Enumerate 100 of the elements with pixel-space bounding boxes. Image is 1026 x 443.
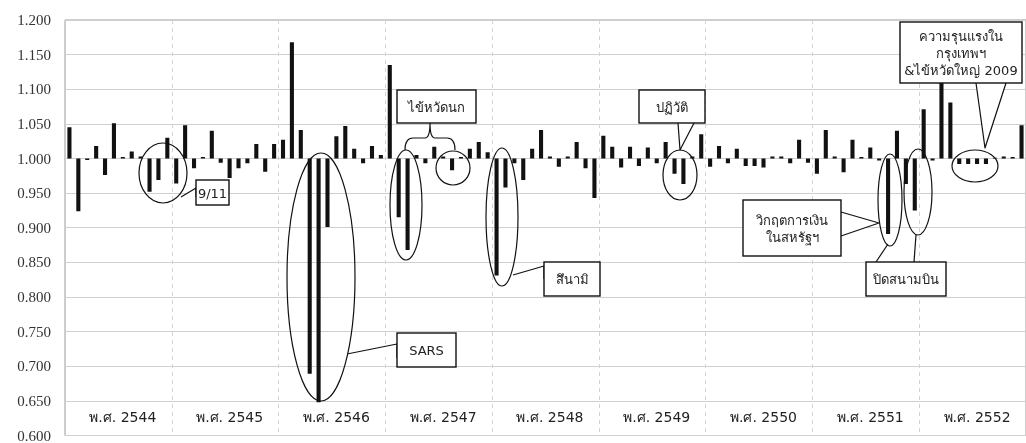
bar <box>352 148 357 159</box>
x-tick-label: พ.ศ. 2549 <box>623 408 691 425</box>
bar <box>779 156 784 159</box>
bar <box>334 136 339 159</box>
bar <box>565 156 570 159</box>
bar <box>129 151 134 159</box>
bar <box>183 125 188 159</box>
bar <box>797 139 802 159</box>
bar <box>574 141 579 159</box>
bar <box>912 158 917 211</box>
bar <box>485 152 490 159</box>
bar <box>236 158 241 169</box>
bar <box>761 158 766 168</box>
bar <box>752 158 757 167</box>
annotation: 9/11 <box>197 185 228 200</box>
bar <box>432 146 437 159</box>
bar <box>939 82 944 159</box>
bar <box>67 127 72 159</box>
bar <box>378 155 383 159</box>
bar <box>396 158 401 218</box>
bar <box>619 158 624 168</box>
y-tick-label: 1.200 <box>17 12 51 28</box>
annotation: สึนามิ <box>555 271 589 287</box>
bar <box>886 158 891 234</box>
bar <box>681 158 686 185</box>
bar <box>1001 156 1006 159</box>
bar <box>405 158 410 250</box>
bar <box>539 130 544 159</box>
y-tick-label: 0.600 <box>17 427 51 443</box>
bar <box>868 147 873 159</box>
bar <box>805 158 811 163</box>
bar <box>636 158 641 167</box>
bar <box>441 156 446 159</box>
x-tick-label: พ.ศ. 2545 <box>196 408 264 425</box>
bar <box>272 143 277 159</box>
annotation: ปฏิวัติ <box>656 99 688 114</box>
annotation: ไข้หวัดนก <box>407 99 465 114</box>
y-tick-label: 0.650 <box>17 392 51 409</box>
x-tick-label: พ.ศ. 2548 <box>516 408 584 425</box>
bar <box>263 158 268 172</box>
bar <box>583 158 588 169</box>
bar <box>823 130 828 159</box>
bar <box>191 158 197 169</box>
bar <box>530 148 535 159</box>
bar <box>147 158 152 192</box>
bar <box>672 158 677 174</box>
y-tick-label: 0.750 <box>17 323 51 340</box>
bar <box>556 158 561 167</box>
bar <box>663 141 668 159</box>
bar <box>627 146 633 159</box>
bar <box>174 158 179 184</box>
bar <box>316 158 321 403</box>
y-tick-label: 1.100 <box>17 81 51 98</box>
bar <box>76 158 81 212</box>
bar <box>307 158 312 374</box>
bar <box>521 158 526 180</box>
x-tick-label: พ.ศ. 2550 <box>730 408 797 425</box>
bar <box>165 137 170 159</box>
bar <box>814 158 819 174</box>
bar <box>948 102 953 159</box>
x-tick-label: พ.ศ. 2551 <box>836 408 904 425</box>
y-tick-label: 1.150 <box>17 46 51 63</box>
annotation: SARS <box>409 342 444 358</box>
bar <box>218 158 223 163</box>
bar <box>156 158 161 180</box>
bar <box>716 146 722 159</box>
bar <box>325 158 330 228</box>
bar <box>699 134 704 159</box>
bar <box>111 123 116 159</box>
annotation: วิกฤตการเงิน ในสหรัฐฯ <box>755 212 828 245</box>
bar <box>476 141 481 159</box>
bar <box>592 158 597 198</box>
bar <box>841 158 846 173</box>
annotation: ปิดสนามบิน <box>872 271 939 287</box>
bar <box>832 156 837 159</box>
y-tick-label: 0.850 <box>17 254 51 271</box>
x-tick-label: พ.ศ. 2552 <box>943 408 1011 425</box>
bar <box>103 158 108 176</box>
y-tick-label: 1.000 <box>17 150 51 167</box>
bar <box>289 42 294 159</box>
bar <box>601 135 606 159</box>
bar <box>850 139 855 159</box>
bar <box>921 109 926 159</box>
bar <box>227 158 232 178</box>
bar <box>343 125 348 159</box>
bar <box>298 130 303 159</box>
bar <box>414 155 419 159</box>
bar <box>770 156 775 159</box>
x-tick-label: พ.ศ. 2547 <box>409 408 477 425</box>
bar <box>209 130 214 159</box>
bar <box>610 146 615 159</box>
bar <box>734 148 739 159</box>
bar <box>494 158 499 276</box>
bar <box>254 143 259 159</box>
bar <box>467 148 472 159</box>
bar <box>894 130 900 159</box>
bar <box>280 139 286 159</box>
x-tick-label: พ.ศ. 2546 <box>302 408 370 425</box>
y-tick-label: 1.050 <box>17 115 51 132</box>
bar <box>387 65 392 159</box>
